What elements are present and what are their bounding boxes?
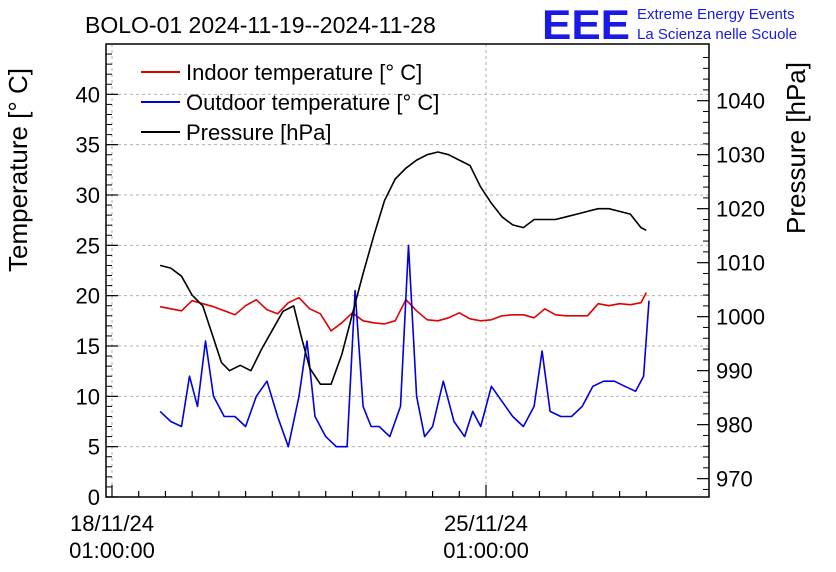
left-axis: 0 5 10 15 20 25 30 35 40	[76, 53, 118, 510]
right-axis-tick-label: 1040	[716, 89, 765, 114]
right-axis-title: Pressure [hPa]	[781, 62, 811, 234]
left-axis-tick-label: 40	[76, 82, 100, 107]
series-line-outdoor-temperature	[159, 244, 650, 448]
left-axis-tick-label: 0	[88, 485, 100, 510]
left-axis-tick-label: 25	[76, 233, 100, 258]
legend-label: Outdoor temperature [° C]	[186, 90, 439, 115]
left-axis-title: Temperature [° C]	[3, 68, 33, 272]
right-axis-tick-label: 1030	[716, 143, 765, 168]
left-axis-tick-label: 5	[88, 435, 100, 460]
x-axis-tick-label-date: 25/11/24	[444, 511, 528, 536]
grid-lines	[106, 44, 709, 497]
right-axis-tick-label: 980	[716, 413, 753, 438]
right-axis-tick-label: 970	[716, 467, 753, 492]
eee-logo-line1: Extreme Energy Events	[637, 6, 795, 23]
series-line-pressure	[159, 151, 647, 386]
right-axis-tick-label: 1020	[716, 197, 765, 222]
right-axis-tick-label: 1010	[716, 251, 765, 276]
x-axis-tick-label-time: 01:00:00	[443, 538, 529, 563]
left-axis-tick-label: 10	[76, 384, 100, 409]
right-axis: 970 980 990 1000 1010 1020 1030 1040	[697, 56, 765, 492]
series-group	[159, 151, 650, 448]
chart-title: BOLO-01 2024-11-19--2024-11-28	[85, 12, 436, 38]
eee-logo: EEE Extreme Energy Events La Scienza nel…	[542, 1, 797, 48]
right-axis-tick-label: 990	[716, 359, 753, 384]
left-axis-tick-label: 35	[76, 133, 100, 158]
eee-logo-line2: La Scienza nelle Scuole	[637, 26, 797, 43]
left-axis-tick-label: 30	[76, 183, 100, 208]
left-axis-tick-label: 15	[76, 334, 100, 359]
legend-label: Indoor temperature [° C]	[186, 60, 422, 85]
right-axis-tick-label: 1000	[716, 305, 765, 330]
legend-label: Pressure [hPa]	[186, 120, 332, 145]
left-axis-tick-label: 20	[76, 284, 100, 309]
x-axis-tick-label-time: 01:00:00	[69, 538, 155, 563]
eee-logo-letters: EEE	[542, 1, 630, 48]
plot-frame	[105, 43, 710, 498]
x-axis-tick-label-date: 18/11/24	[70, 511, 154, 536]
legend: Indoor temperature [° C] Outdoor temperat…	[141, 60, 439, 145]
